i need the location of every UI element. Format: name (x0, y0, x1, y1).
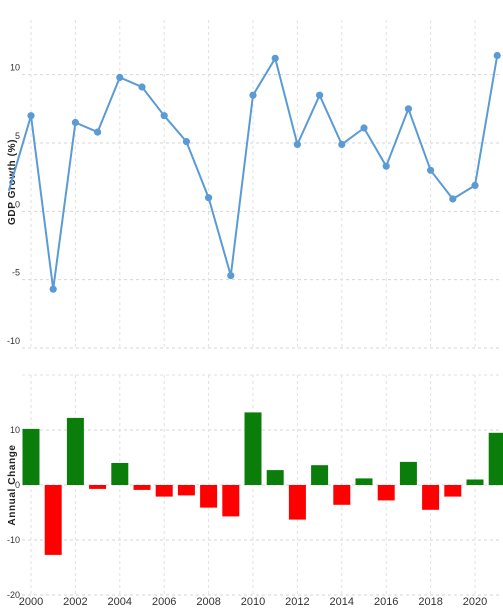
x-axis-tick-label: 2010 (241, 596, 265, 608)
gdp-growth-point (449, 195, 456, 202)
gdp-growth-point (138, 83, 145, 90)
x-axis-tick-label: 2000 (19, 596, 43, 608)
gdp-growth-point (471, 182, 478, 189)
gdp-growth-point (316, 92, 323, 99)
gdp-growth-point (427, 167, 434, 174)
x-axis-tick-label: 2004 (108, 596, 132, 608)
annual-change-bar (422, 485, 439, 510)
annual-change-bar (67, 418, 84, 485)
top-chart-y-tick-label: 10 (10, 63, 20, 73)
top-chart-y-tick-label: -10 (7, 336, 20, 346)
top-chart-y-tick-label: -5 (12, 268, 20, 278)
gdp-growth-point (338, 141, 345, 148)
bottom-chart-y-tick-label: 10 (10, 425, 20, 435)
annual-change-bar (200, 485, 217, 508)
annual-change-bar (444, 485, 461, 497)
top-chart-y-axis-title: GDP Growth (%) (7, 139, 18, 225)
annual-change-bar (23, 429, 40, 485)
gdp-growth-point (249, 92, 256, 99)
annual-change-bar (267, 470, 284, 485)
annual-change-bar (222, 485, 239, 516)
annual-change-bar (89, 485, 106, 489)
annual-change-bar (156, 485, 173, 497)
x-axis-tick-label: 2008 (196, 596, 220, 608)
bottom-chart-y-axis-title: Annual Change (7, 444, 18, 525)
annual-change-bar (467, 480, 484, 486)
gdp-growth-point (205, 194, 212, 201)
annual-change-bar (356, 478, 373, 485)
gdp-growth-point (272, 55, 279, 62)
annual-change-bar (111, 463, 128, 485)
x-axis-tick-label: 2002 (63, 596, 87, 608)
bottom-chart-y-tick-label: -10 (7, 535, 20, 545)
annual-change-bar (245, 412, 262, 485)
annual-change-bar (134, 485, 151, 490)
annual-change-bar (378, 485, 395, 500)
annual-change-bar (333, 485, 350, 505)
top-chart-series (9, 52, 501, 293)
x-axis-tick-label: 2020 (463, 596, 487, 608)
gdp-growth-point (383, 163, 390, 170)
annual-change-bar (400, 462, 417, 485)
annual-change-bar (289, 485, 306, 520)
gdp-growth-point (161, 112, 168, 119)
x-axis-tick-label: 2018 (418, 596, 442, 608)
gdp-growth-point (494, 52, 501, 59)
annual-change-bar (311, 465, 328, 485)
gdp-growth-point (405, 105, 412, 112)
annual-change-bar (45, 485, 62, 555)
gdp-growth-point (116, 74, 123, 81)
gdp-growth-point (94, 129, 101, 136)
gdp-growth-point (294, 141, 301, 148)
bottom-chart-x-ticks: 2000 2002 2004 2006 2008 2010 2012 2014 2016 2018… (19, 596, 487, 608)
annual-change-bar (489, 433, 503, 485)
gdp-growth-point (227, 272, 234, 279)
annual-change-bar (178, 485, 195, 495)
x-axis-tick-label: 2006 (152, 596, 176, 608)
gdp-growth-point (360, 124, 367, 131)
gdp-growth-point (50, 286, 57, 293)
x-axis-tick-label: 2014 (330, 596, 354, 608)
gdp-growth-point (27, 112, 34, 119)
gdp-growth-point (183, 138, 190, 145)
x-axis-tick-label: 2012 (285, 596, 309, 608)
top-chart-grid (22, 20, 502, 348)
x-axis-tick-label: 2016 (374, 596, 398, 608)
gdp-growth-point (72, 119, 79, 126)
